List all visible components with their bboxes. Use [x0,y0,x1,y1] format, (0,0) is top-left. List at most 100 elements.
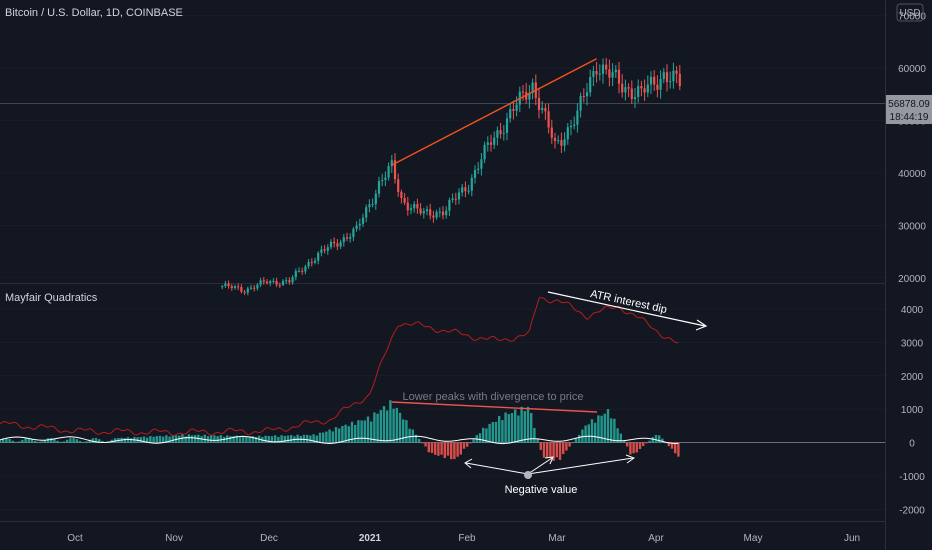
histogram-bar [606,409,610,443]
histogram-bar [501,420,504,443]
candle-body [285,280,288,282]
candle-body [221,286,224,288]
time-axis[interactable]: Oct Nov Dec 2021 Feb Mar Apr May Jun [67,533,860,544]
histogram-bar [562,442,565,455]
histogram-bar [546,442,549,458]
candle-body [253,287,256,289]
candle-body [560,140,563,146]
indicator-tick-label: 1000 [901,405,924,416]
candle-body [496,130,499,138]
candle-body [502,132,505,134]
histogram-bar [370,421,373,443]
candle-body [457,192,461,200]
candle-body [678,73,681,87]
histogram-bar [635,442,638,453]
candle-body [233,286,237,289]
candle-body [400,191,403,198]
histogram-bar [206,436,210,443]
histogram-bar [270,436,274,443]
histogram-bar [584,425,587,443]
histogram-bar [146,437,149,443]
candle-body [269,281,272,284]
histogram-bar [8,439,11,443]
histogram-bar [114,438,117,443]
candle-body [240,287,243,292]
histogram-bar [242,435,245,443]
candle-body [403,197,406,203]
candle-body [310,262,313,264]
histogram-bar [456,442,459,457]
candle-body [512,109,515,111]
histogram-bar [645,442,648,444]
histogram-bar [664,442,667,444]
candle-body [665,72,669,82]
candle-body [448,200,451,211]
histogram-bar [69,438,72,443]
histogram-bar [219,435,222,443]
currency-badge[interactable]: USD [896,3,924,22]
indicator-pane[interactable] [0,297,885,461]
histogram-bar [235,435,238,443]
candle-body [582,96,585,98]
candle-body [291,277,294,283]
candle-body [598,73,601,75]
histogram-bar [347,426,350,443]
candle-body [275,280,278,285]
indicator-title[interactable]: Mayfair Quadratics [5,292,98,304]
histogram-bar [568,442,571,447]
symbol-title[interactable]: Bitcoin / U.S. Dollar, 1D, COINBASE [5,7,183,19]
candle-body [304,266,307,272]
histogram-bar [510,413,514,443]
candle-body [592,71,595,77]
candle-body [326,247,329,251]
histogram-bar [462,442,466,449]
histogram-bar [325,431,328,443]
histogram-bar [389,400,392,443]
histogram-bar [526,406,530,443]
candle-body [557,140,560,142]
histogram-bar [72,437,75,443]
histogram-bar [395,407,398,443]
histogram-bar [59,441,62,443]
histogram-bar [667,442,670,447]
candle-body [489,142,493,145]
histogram-bar [318,432,322,443]
time-tick-label: Feb [458,533,476,544]
indicator-tick-label: 3000 [901,338,924,349]
histogram-bar [27,437,30,443]
candle-body [617,69,621,84]
candle-body [320,249,323,253]
histogram-bar [622,440,626,443]
histogram-bar [488,423,491,443]
candle-body [566,127,569,140]
last-price-badge [886,95,932,124]
candle-body [521,91,525,93]
candle-body [643,88,646,93]
candle-body [419,208,422,214]
indicator-axis[interactable]: -2000 -1000 0 1000 2000 3000 4000 [899,305,925,516]
histogram-bar [357,420,360,443]
candle-body [659,78,662,90]
candle-body [669,81,672,83]
histogram-bar [514,409,517,443]
histogram-bar [578,434,581,443]
candle-body [361,217,365,224]
histogram-bar [238,437,242,443]
divergence-label: Lower peaks with divergence to price [403,391,584,403]
histogram-bar [37,441,40,443]
candle-body [499,130,502,134]
histogram-bar [331,431,334,443]
histogram-bar [203,434,206,443]
histogram-bar [523,411,526,443]
price-tick-label: 30000 [898,221,926,232]
candle-body [278,284,281,286]
histogram-bar [485,428,488,443]
candle-body [605,64,608,70]
candle-body [294,271,297,278]
histogram-bar [539,442,542,450]
histogram-bar [344,424,347,443]
histogram-bar [290,435,293,443]
candle-body [515,104,518,111]
histogram-bar [158,435,162,443]
